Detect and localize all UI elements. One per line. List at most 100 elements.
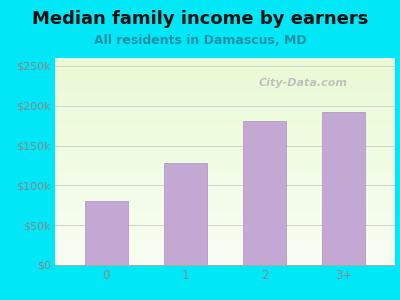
Bar — [55, 263, 395, 265]
Bar — [55, 159, 395, 161]
Bar — [55, 230, 395, 232]
Bar — [55, 58, 395, 60]
Bar — [55, 178, 395, 180]
Bar — [55, 112, 395, 114]
Bar — [164, 163, 207, 265]
Bar — [55, 85, 395, 87]
Bar — [55, 158, 395, 159]
Bar — [55, 135, 395, 137]
Bar — [55, 244, 395, 246]
Bar — [55, 108, 395, 110]
Bar — [55, 89, 395, 91]
Bar — [55, 238, 395, 240]
Bar — [55, 151, 395, 153]
Bar — [55, 226, 395, 228]
Bar — [55, 197, 395, 199]
Bar — [55, 133, 395, 135]
Bar — [55, 180, 395, 182]
Bar — [55, 248, 395, 250]
Bar — [55, 195, 395, 197]
Bar — [55, 199, 395, 201]
Bar — [55, 211, 395, 213]
Bar — [55, 232, 395, 234]
Bar — [55, 213, 395, 215]
Bar — [55, 193, 395, 195]
Bar — [55, 246, 395, 248]
Bar — [55, 253, 395, 255]
Bar — [55, 176, 395, 178]
Bar — [243, 121, 286, 265]
Bar — [55, 164, 395, 166]
Bar — [55, 215, 395, 217]
Bar — [55, 128, 395, 130]
Bar — [55, 250, 395, 253]
Bar — [55, 184, 395, 186]
Bar — [55, 106, 395, 108]
Bar — [55, 170, 395, 172]
Bar — [55, 224, 395, 226]
Bar — [55, 114, 395, 116]
Bar — [55, 188, 395, 190]
Bar — [55, 149, 395, 151]
Bar — [55, 203, 395, 205]
Bar — [55, 93, 395, 95]
Bar — [55, 139, 395, 141]
Bar — [55, 64, 395, 66]
Bar — [55, 73, 395, 75]
Bar — [55, 79, 395, 81]
Bar — [55, 143, 395, 145]
Bar — [55, 201, 395, 203]
Bar — [55, 166, 395, 168]
Bar — [55, 190, 395, 193]
Bar — [55, 186, 395, 188]
Bar — [55, 126, 395, 128]
Bar — [55, 172, 395, 174]
Text: Median family income by earners: Median family income by earners — [32, 11, 368, 28]
Text: All residents in Damascus, MD: All residents in Damascus, MD — [94, 34, 306, 47]
Bar — [55, 255, 395, 257]
Bar — [55, 221, 395, 224]
Bar — [55, 182, 395, 184]
Bar — [55, 118, 395, 120]
Bar — [55, 257, 395, 259]
Bar — [55, 91, 395, 93]
Bar — [55, 68, 395, 70]
Bar — [55, 130, 395, 133]
Bar — [55, 137, 395, 139]
Bar — [55, 116, 395, 118]
Bar — [322, 112, 365, 265]
Bar — [55, 153, 395, 155]
Bar — [55, 76, 395, 79]
Bar — [55, 141, 395, 143]
Bar — [55, 240, 395, 242]
Bar — [55, 99, 395, 101]
Bar — [55, 83, 395, 85]
Bar — [55, 101, 395, 103]
Bar — [55, 97, 395, 99]
Bar — [55, 75, 395, 76]
Bar — [55, 60, 395, 62]
Bar — [55, 242, 395, 244]
Bar — [55, 70, 395, 73]
Bar — [55, 147, 395, 149]
Bar — [55, 207, 395, 209]
Bar — [55, 145, 395, 147]
Bar — [55, 228, 395, 230]
Bar — [85, 201, 128, 265]
Bar — [55, 234, 395, 236]
Bar — [55, 218, 395, 220]
Bar — [55, 110, 395, 112]
Bar — [55, 259, 395, 261]
Bar — [55, 161, 395, 164]
Bar — [55, 209, 395, 211]
Bar — [55, 236, 395, 238]
Bar — [55, 155, 395, 158]
Bar — [55, 205, 395, 207]
Bar — [55, 261, 395, 263]
Bar — [55, 81, 395, 83]
Bar — [55, 103, 395, 106]
Bar — [55, 87, 395, 89]
Bar — [55, 174, 395, 176]
Bar — [55, 66, 395, 68]
Bar — [55, 168, 395, 170]
